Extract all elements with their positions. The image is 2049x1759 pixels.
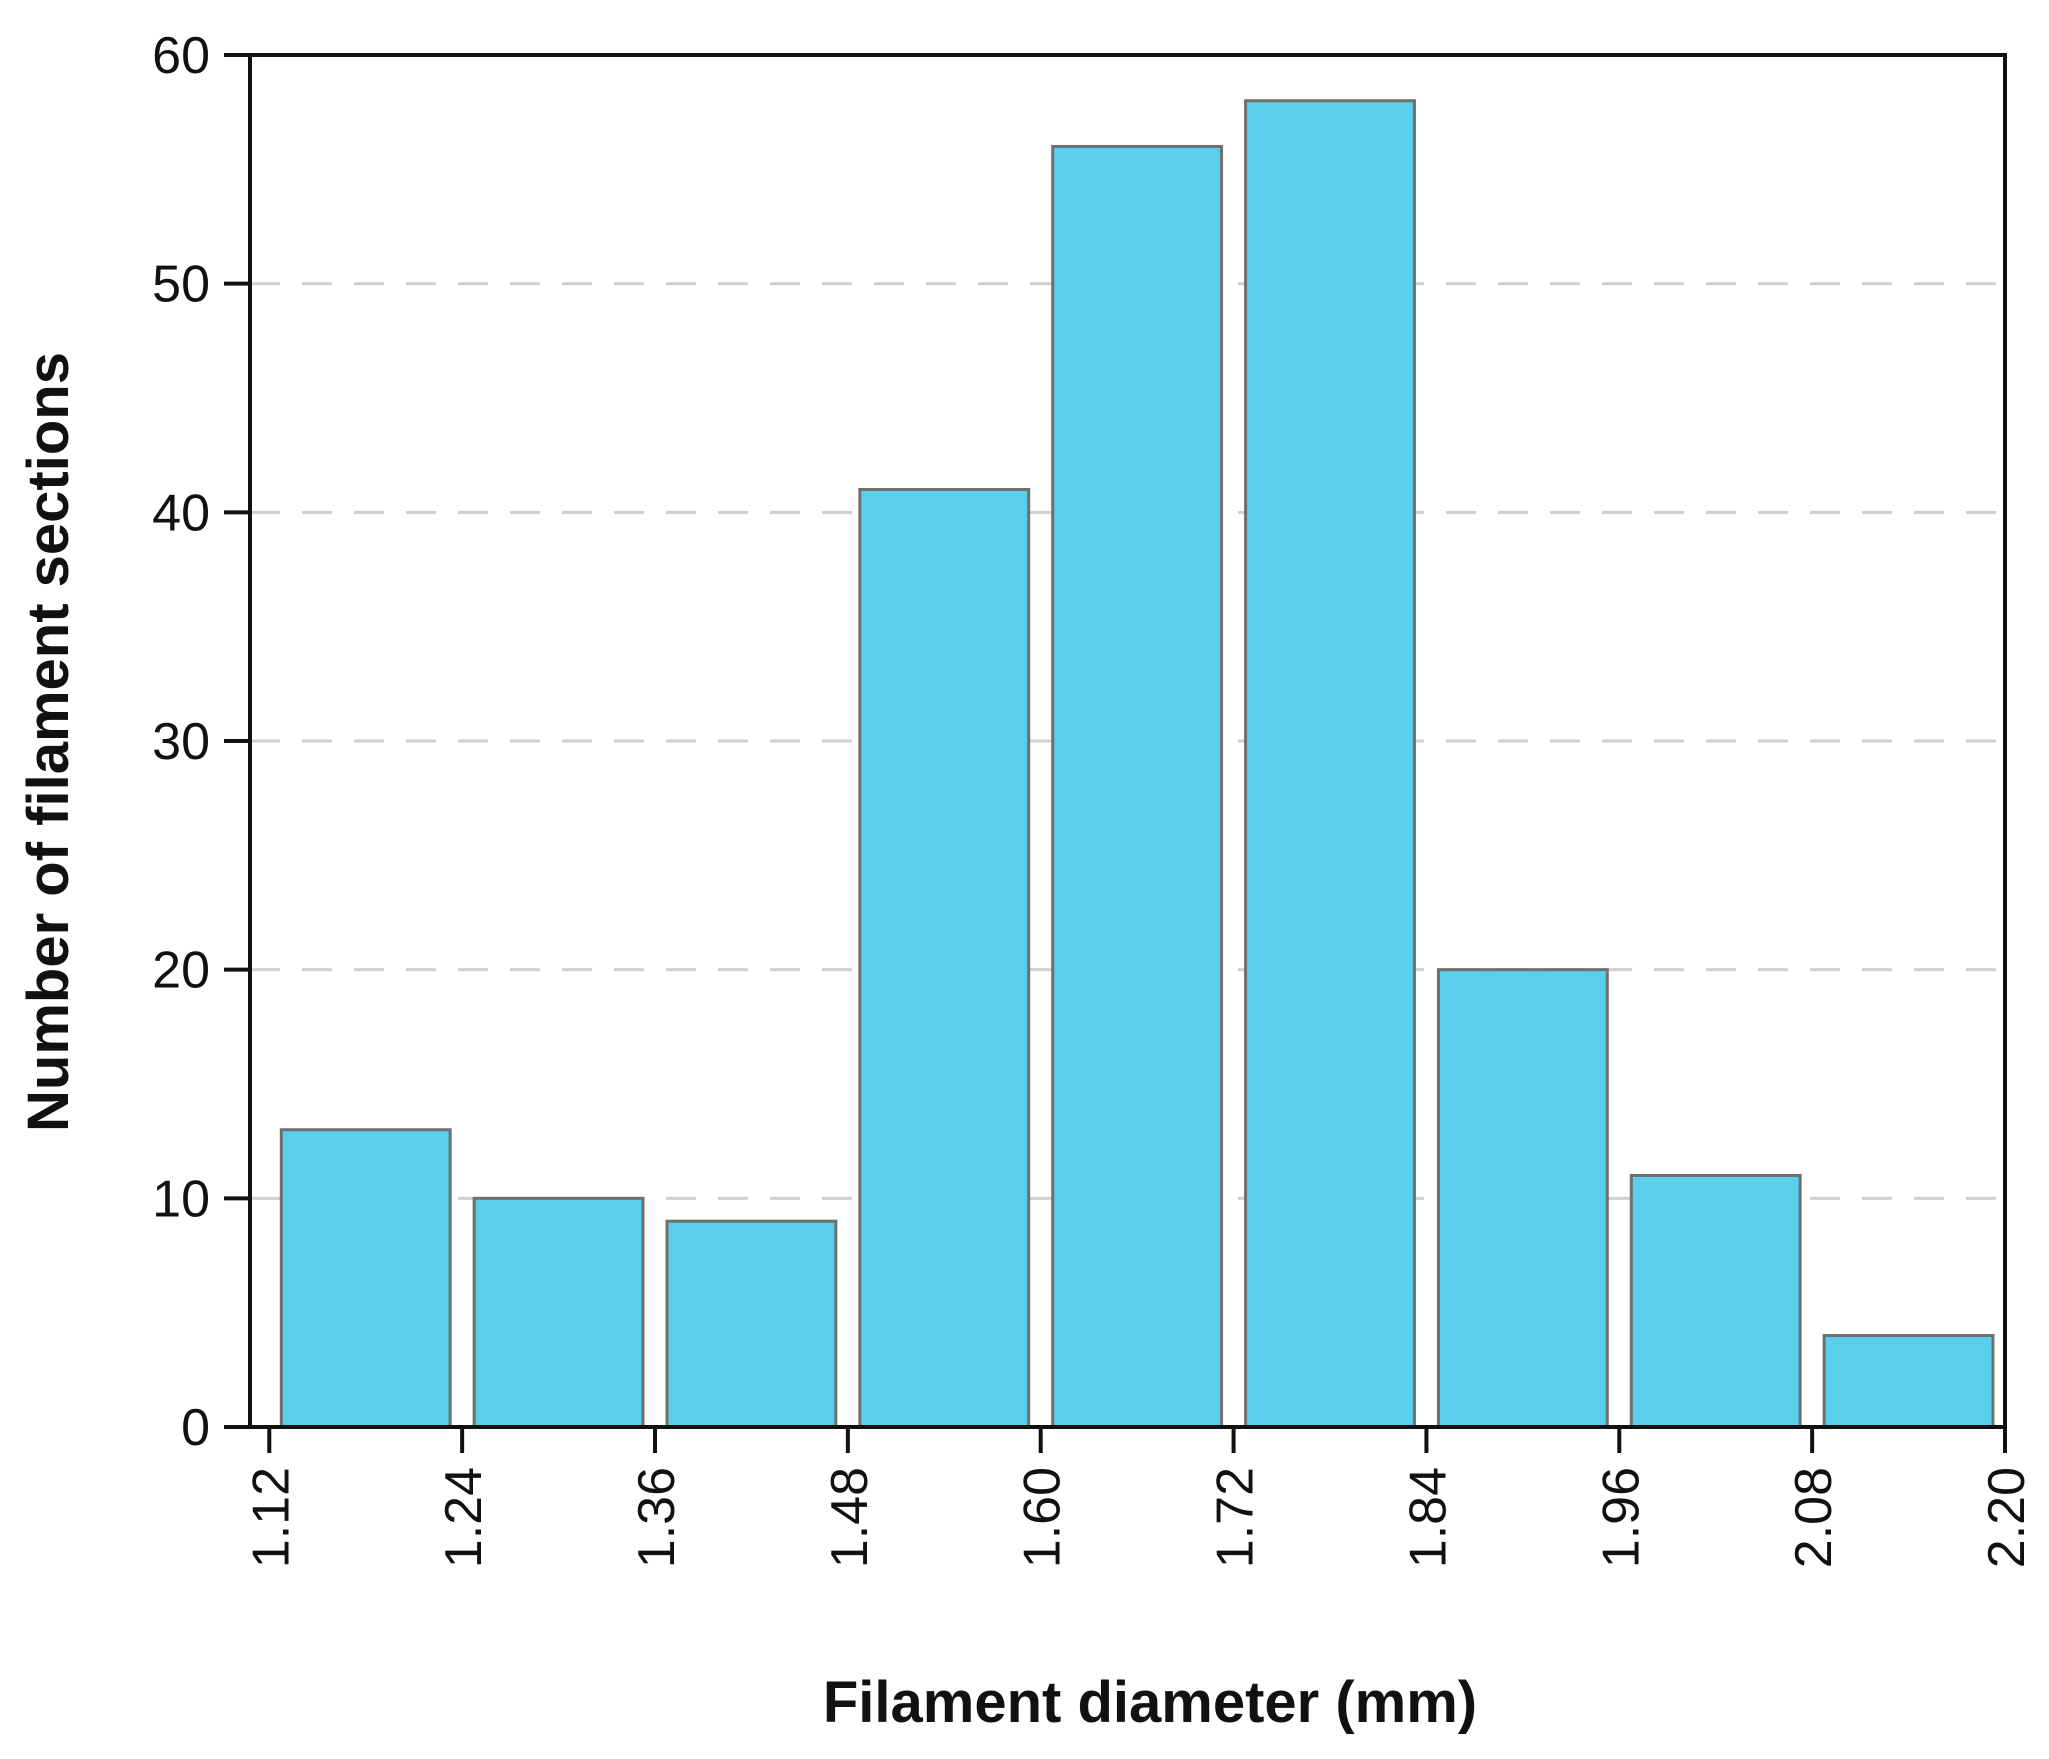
bar bbox=[858, 487, 1031, 1429]
bar bbox=[472, 1196, 645, 1429]
y-tick-label: 30 bbox=[152, 713, 210, 771]
y-tick-label: 10 bbox=[152, 1170, 210, 1228]
bar bbox=[279, 1128, 452, 1429]
x-tick-label: 1.72 bbox=[1207, 1467, 1265, 1568]
bar bbox=[1629, 1173, 1802, 1429]
plot-frame bbox=[248, 53, 2007, 1429]
x-tick-label: 1.36 bbox=[628, 1467, 686, 1568]
y-tick-label: 20 bbox=[152, 942, 210, 1000]
x-tick-label: 1.24 bbox=[435, 1467, 493, 1568]
x-tick-label: 1.96 bbox=[1592, 1467, 1650, 1568]
bar bbox=[665, 1219, 838, 1429]
bar bbox=[1436, 968, 1609, 1429]
y-tick-label: 40 bbox=[152, 484, 210, 542]
x-tick-label: 1.48 bbox=[821, 1467, 879, 1568]
bar bbox=[1822, 1334, 1995, 1429]
x-axis-title: Filament diameter (mm) bbox=[823, 1670, 1477, 1735]
x-tick-label: 1.12 bbox=[242, 1467, 300, 1568]
y-tick-label: 50 bbox=[152, 256, 210, 314]
y-axis-title: Number of filament sections bbox=[16, 352, 81, 1132]
x-tick-label: 2.20 bbox=[1978, 1467, 2036, 1568]
bar bbox=[1244, 99, 1416, 1429]
x-tick-label: 2.08 bbox=[1785, 1467, 1843, 1568]
bar bbox=[1051, 144, 1224, 1429]
x-tick-label: 1.84 bbox=[1399, 1467, 1457, 1568]
y-tick-label: 0 bbox=[181, 1399, 210, 1457]
x-tick-label: 1.60 bbox=[1014, 1467, 1072, 1568]
y-tick-label: 60 bbox=[152, 27, 210, 85]
